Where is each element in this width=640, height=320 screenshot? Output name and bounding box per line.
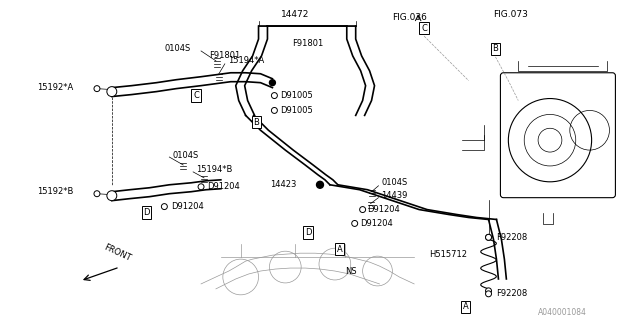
Circle shape	[317, 181, 323, 188]
Circle shape	[486, 234, 492, 240]
Text: C: C	[193, 91, 199, 100]
Circle shape	[198, 184, 204, 190]
Circle shape	[271, 108, 277, 113]
Text: A040001084: A040001084	[538, 308, 587, 317]
Text: B: B	[493, 44, 499, 53]
Circle shape	[360, 207, 365, 212]
Circle shape	[486, 291, 492, 297]
Text: F91801: F91801	[292, 38, 323, 48]
Text: D: D	[143, 208, 150, 217]
Circle shape	[486, 288, 492, 294]
Circle shape	[94, 86, 100, 92]
Circle shape	[352, 220, 358, 227]
Circle shape	[161, 204, 167, 210]
Text: D91204: D91204	[207, 182, 240, 191]
Text: F92208: F92208	[497, 233, 528, 242]
Text: 15194*B: 15194*B	[196, 165, 232, 174]
Circle shape	[269, 80, 275, 86]
Text: NS: NS	[345, 267, 356, 276]
Circle shape	[107, 191, 116, 201]
Text: 0104S: 0104S	[172, 150, 198, 160]
Text: F92208: F92208	[497, 289, 528, 298]
Text: D91204: D91204	[360, 219, 392, 228]
Text: 14439: 14439	[381, 191, 408, 200]
Text: A: A	[337, 245, 342, 254]
Text: FRONT: FRONT	[102, 243, 132, 263]
Text: C: C	[421, 24, 427, 33]
Text: FIG.073: FIG.073	[493, 10, 529, 19]
Text: 0104S: 0104S	[164, 44, 191, 53]
Text: D91005: D91005	[280, 106, 313, 115]
Text: D91204: D91204	[367, 205, 401, 214]
Text: B: B	[253, 118, 259, 127]
Text: F91801: F91801	[209, 52, 240, 60]
Circle shape	[486, 234, 492, 240]
Text: 14423: 14423	[271, 180, 297, 189]
Circle shape	[94, 191, 100, 197]
Circle shape	[107, 87, 116, 97]
Text: D: D	[305, 228, 311, 237]
Text: D91204: D91204	[172, 202, 204, 211]
Text: FIG.036: FIG.036	[392, 13, 428, 22]
Circle shape	[271, 92, 277, 99]
Text: 0104S: 0104S	[381, 178, 408, 187]
Text: 15192*A: 15192*A	[38, 83, 74, 92]
Text: 15194*A: 15194*A	[228, 56, 264, 65]
Text: H515712: H515712	[429, 250, 467, 259]
Text: D91005: D91005	[280, 91, 313, 100]
Text: 15192*B: 15192*B	[38, 187, 74, 196]
Text: 14472: 14472	[281, 10, 309, 19]
Text: A: A	[463, 302, 468, 311]
